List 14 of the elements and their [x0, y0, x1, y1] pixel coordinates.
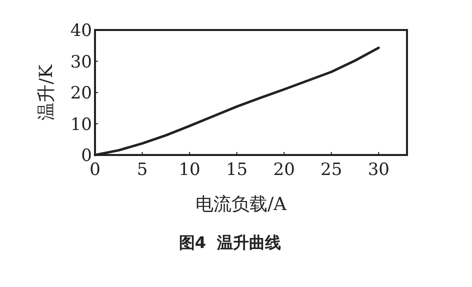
x-tick-label: 5	[136, 160, 148, 180]
x-tick-label: 20	[273, 160, 295, 180]
y-axis-title: 温升/K	[36, 64, 57, 120]
y-tick-label: 10	[70, 114, 92, 135]
y-tick-label: 40	[70, 21, 92, 41]
x-tick-label: 25	[320, 160, 342, 180]
y-tick-label: 20	[70, 84, 92, 104]
x-tick-label: 30	[368, 160, 390, 180]
x-tick-label: 10	[178, 160, 200, 180]
y-tick-label: 30	[70, 52, 92, 72]
x-axis-title: 电流负载/A	[195, 194, 288, 215]
text: 图4 温升曲线	[178, 233, 282, 252]
x-tick-label: 15	[226, 160, 248, 180]
y-tick-label: 0	[81, 146, 92, 166]
